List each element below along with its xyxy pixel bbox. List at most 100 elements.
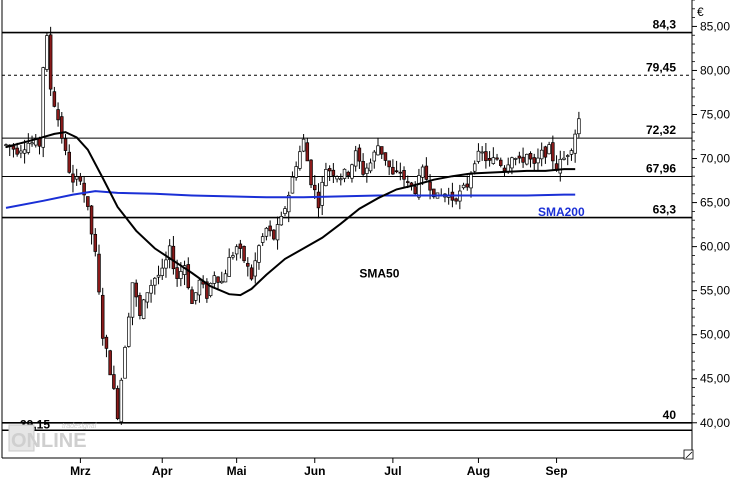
candle xyxy=(52,86,57,108)
resize-grip-icon[interactable] xyxy=(683,449,694,460)
candle xyxy=(260,233,265,247)
candle xyxy=(316,183,321,219)
candle xyxy=(242,245,246,263)
candle-body xyxy=(428,181,432,191)
candle xyxy=(153,277,157,295)
candle-body xyxy=(167,245,172,260)
candle xyxy=(342,168,347,183)
candle-body xyxy=(361,161,365,175)
candle-body xyxy=(175,267,179,279)
candle xyxy=(112,365,116,390)
candle-body xyxy=(156,274,161,278)
y-tick-label: 55,00 xyxy=(700,284,730,298)
candle-body xyxy=(513,158,518,160)
candle-body xyxy=(78,176,83,182)
candle-body xyxy=(97,253,101,293)
candle-body xyxy=(565,155,570,157)
candle xyxy=(513,157,518,166)
candle xyxy=(305,137,310,162)
candle-body xyxy=(372,151,377,162)
candle-body xyxy=(234,246,239,255)
candle-body xyxy=(249,267,254,280)
candle xyxy=(149,279,153,303)
candle xyxy=(82,175,86,203)
candle-body xyxy=(562,157,566,160)
candle xyxy=(372,149,377,169)
candle-body xyxy=(74,176,79,180)
candle-body xyxy=(231,255,235,258)
candle xyxy=(119,377,124,425)
candle xyxy=(127,312,131,348)
candle xyxy=(569,148,574,161)
candle xyxy=(45,32,49,72)
candle xyxy=(257,244,261,270)
candle xyxy=(331,163,336,183)
x-tick-label: Apr xyxy=(152,464,173,478)
candle xyxy=(74,168,79,186)
candle xyxy=(361,153,365,178)
candle-body xyxy=(60,116,64,139)
candle-body xyxy=(242,246,246,262)
candle xyxy=(160,258,164,280)
candle xyxy=(432,188,436,199)
candle xyxy=(543,145,548,164)
candle xyxy=(97,244,101,295)
logo-tagline: tradesignal xyxy=(62,423,97,430)
candle-body xyxy=(346,171,350,176)
candle xyxy=(339,173,343,186)
candle-body xyxy=(387,160,391,168)
candle-body xyxy=(484,151,488,162)
candle-body xyxy=(41,67,45,148)
candle xyxy=(108,349,112,376)
candle xyxy=(268,220,272,237)
candle-body xyxy=(290,176,295,194)
candle xyxy=(134,279,138,307)
candle-body xyxy=(391,166,395,175)
candle-body xyxy=(472,163,477,172)
sma50-label: SMA50 xyxy=(359,266,399,280)
candle xyxy=(387,160,391,176)
candle xyxy=(130,282,135,326)
candle-body xyxy=(383,152,388,161)
candle-body xyxy=(487,157,492,161)
candle-body xyxy=(376,145,380,156)
candle-body xyxy=(223,273,228,283)
candle xyxy=(357,144,362,169)
candle-body xyxy=(294,166,298,178)
candle xyxy=(335,175,339,183)
candle-body xyxy=(543,146,548,158)
candle xyxy=(253,252,257,284)
candle-body xyxy=(298,151,302,169)
candle-body xyxy=(15,147,19,155)
candle xyxy=(551,135,555,171)
candle-body xyxy=(108,350,112,376)
candle-body xyxy=(573,133,577,154)
candle xyxy=(246,257,250,277)
candle-body xyxy=(141,299,146,319)
candle xyxy=(71,164,75,193)
level-labels: 84,379,4572,3267,9663,34039,15SMA200SMA5… xyxy=(20,18,676,432)
candle xyxy=(495,153,499,161)
candle xyxy=(487,151,492,167)
candle xyxy=(223,269,228,283)
candle-body xyxy=(145,292,150,303)
candle xyxy=(562,151,566,161)
candle xyxy=(476,143,481,164)
candle-body xyxy=(350,164,354,179)
candle xyxy=(327,165,332,181)
y-tick-label: 75,00 xyxy=(700,108,730,122)
candle xyxy=(309,159,313,189)
candle xyxy=(480,146,484,161)
candle xyxy=(193,292,198,305)
candle-body xyxy=(52,91,57,107)
candle-body xyxy=(320,181,324,206)
candle-body xyxy=(260,236,265,243)
candle-body xyxy=(413,186,417,195)
candle-body xyxy=(577,118,581,135)
candle-body xyxy=(454,198,458,202)
candle-body xyxy=(123,346,127,379)
candle xyxy=(78,172,83,185)
candle xyxy=(290,171,295,194)
candle xyxy=(279,211,284,226)
